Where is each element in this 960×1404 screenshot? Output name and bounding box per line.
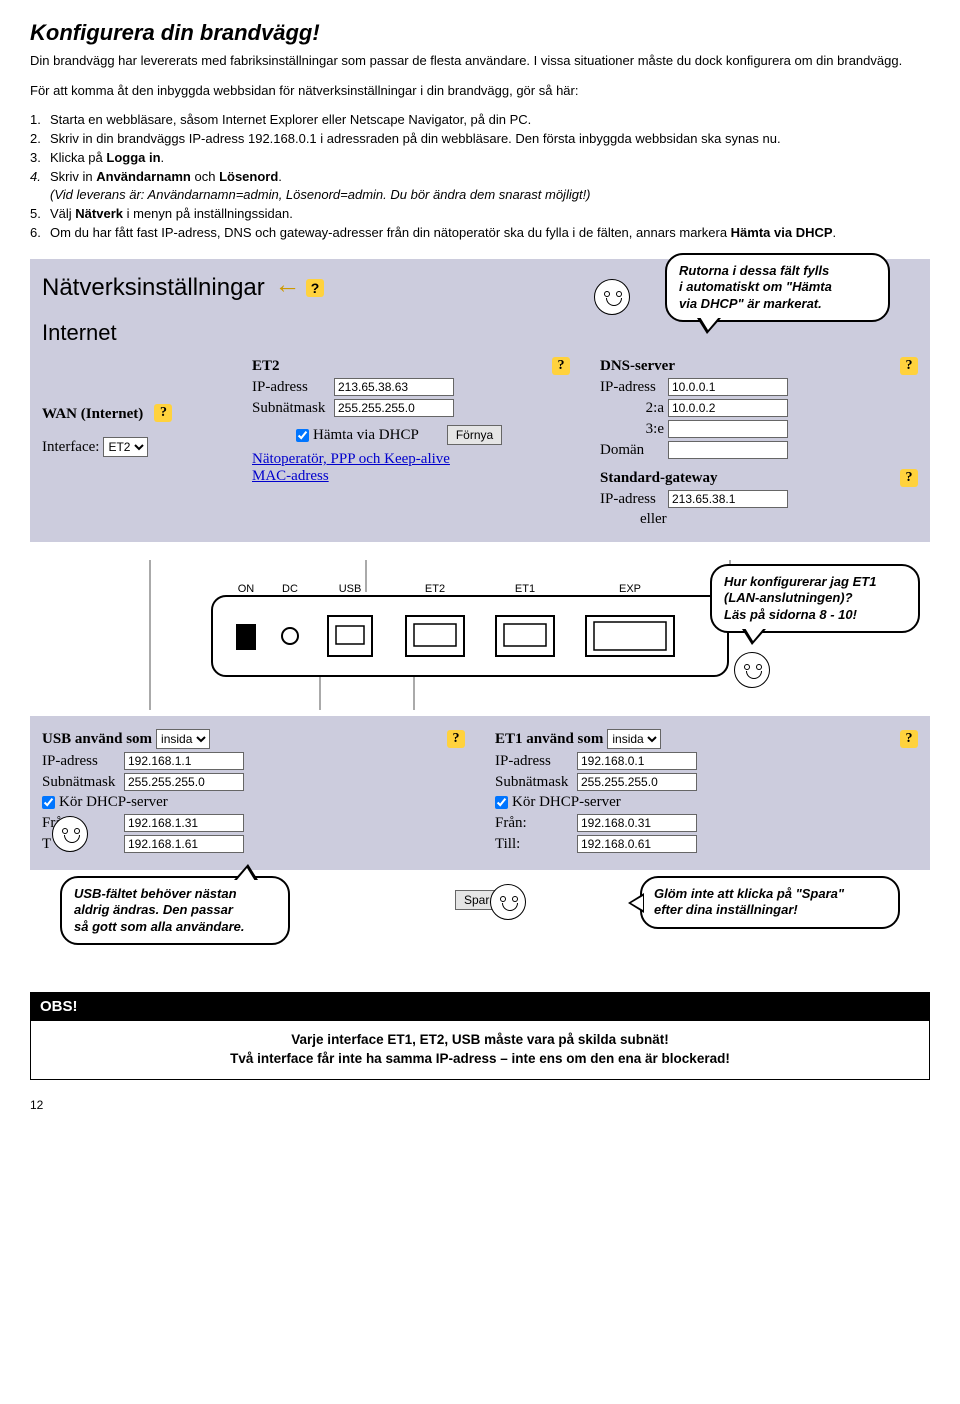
obs-body: Varje interface ET1, ET2, USB måste vara…: [30, 1021, 930, 1080]
et1-from-label: Från:: [495, 815, 573, 832]
et1-head: ET1 använd som: [495, 731, 603, 748]
usb-sub-label: Subnätmask: [42, 774, 120, 791]
et1-ip-label: IP-adress: [495, 753, 573, 770]
usb-sub-input[interactable]: [124, 773, 244, 791]
usb-ip-input[interactable]: [124, 752, 244, 770]
svg-text:ET2: ET2: [425, 583, 445, 595]
face-icon: [734, 652, 770, 688]
step-6a: Om du har fått fast IP-adress, DNS och g…: [50, 225, 731, 240]
page-number: 12: [30, 1098, 930, 1112]
firewall-device-icon: ON DC USB ET2 ET1 EXP: [210, 578, 730, 688]
step-4-note: (Vid leverans är: Användarnamn=admin, Lö…: [50, 187, 591, 202]
step-5c: i menyn på inställningssidan.: [123, 206, 293, 221]
bubble-spara-info: Glöm inte att klicka på "Spara" efter di…: [640, 876, 900, 929]
step-5b: Nätverk: [75, 206, 123, 221]
page-title: Konfigurera din brandvägg!: [30, 20, 930, 46]
dns-head: DNS-server: [600, 358, 675, 375]
dns-2-label: 2:a: [600, 400, 664, 417]
usb-use-select[interactable]: insida: [156, 729, 210, 749]
help-icon[interactable]: ?: [900, 469, 918, 487]
dhcp-label: Hämta via DHCP: [313, 427, 419, 444]
steps-list: 1.Starta en webbläsare, såsom Internet E…: [30, 111, 930, 243]
link-ppp[interactable]: Nätoperatör, PPP och Keep-alive: [252, 451, 450, 467]
help-icon[interactable]: ?: [900, 730, 918, 748]
intro-text-2: För att komma åt den inbyggda webbsidan …: [30, 82, 930, 100]
help-icon[interactable]: ?: [447, 730, 465, 748]
svg-text:EXP: EXP: [619, 583, 641, 595]
help-icon[interactable]: ?: [552, 357, 570, 375]
svg-text:ON: ON: [238, 583, 255, 595]
panel-title: Nätverksinställningar: [42, 274, 265, 302]
dhcp-checkbox[interactable]: [296, 429, 309, 442]
fornya-button[interactable]: Förnya: [447, 425, 502, 445]
interface-select[interactable]: ET2: [103, 437, 148, 457]
face-icon: [594, 279, 630, 315]
usb-et1-panel: USB använd som insida ? IP-adress Subnät…: [30, 716, 930, 870]
step-4b: Användarnamn: [96, 169, 191, 184]
step-1: Starta en webbläsare, såsom Internet Exp…: [50, 112, 531, 127]
network-settings-panel: Nätverksinställningar ← ? Rutorna i dess…: [30, 259, 930, 542]
et2-sub-input[interactable]: [334, 399, 454, 417]
et1-dhcp-label: Kör DHCP-server: [512, 794, 621, 811]
step-4d: Lösenord: [219, 169, 278, 184]
bubble-et1-info: Hur konfigurerar jag ET1 (LAN-anslutning…: [710, 564, 920, 633]
bubble-dhcp-info: Rutorna i dessa fält fylls i automatiskt…: [665, 253, 890, 322]
et1-use-select[interactable]: insida: [607, 729, 661, 749]
obs-title: OBS!: [30, 992, 930, 1021]
link-mac[interactable]: MAC-adress: [252, 468, 329, 484]
face-icon: [490, 884, 526, 920]
step-2: Skriv in din brandväggs IP-adress 192.16…: [50, 131, 781, 146]
svg-text:DC: DC: [282, 583, 298, 595]
dns-ip-input[interactable]: [668, 378, 788, 396]
dns-domain-label: Domän: [600, 442, 664, 459]
svg-text:USB: USB: [339, 583, 362, 595]
step-3a: Klicka på: [50, 150, 106, 165]
usb-dhcp-checkbox[interactable]: [42, 796, 55, 809]
et1-sub-input[interactable]: [577, 773, 697, 791]
dns-2-input[interactable]: [668, 399, 788, 417]
gw-ip-label: IP-adress: [600, 491, 664, 508]
et2-sub-label: Subnätmask: [252, 400, 330, 417]
et1-dhcp-checkbox[interactable]: [495, 796, 508, 809]
gw-eller: eller: [640, 511, 918, 528]
bubble-usb-info: USB-fältet behöver nästan aldrig ändras.…: [60, 876, 290, 945]
usb-ip-label: IP-adress: [42, 753, 120, 770]
face-icon: [52, 816, 88, 852]
step-3b: Logga in: [106, 150, 160, 165]
gw-head: Standard-gateway: [600, 470, 718, 487]
dns-3-input[interactable]: [668, 420, 788, 438]
arrow-left-icon: ←: [274, 269, 300, 299]
usb-from-input[interactable]: [124, 814, 244, 832]
step-4c: och: [191, 169, 219, 184]
et1-from-input[interactable]: [577, 814, 697, 832]
help-icon[interactable]: ?: [900, 357, 918, 375]
dns-domain-input[interactable]: [668, 441, 788, 459]
device-diagram: ON DC USB ET2 ET1 EXP Hur konfigurerar j…: [30, 560, 930, 710]
step-5a: Välj: [50, 206, 75, 221]
et1-to-input[interactable]: [577, 835, 697, 853]
step-6b: Hämta via DHCP: [731, 225, 833, 240]
help-icon[interactable]: ?: [154, 404, 172, 422]
intro-text: Din brandvägg har levererats med fabriks…: [30, 52, 930, 70]
dns-3-label: 3:e: [600, 421, 664, 438]
et1-to-label: Till:: [495, 836, 573, 853]
et2-ip-label: IP-adress: [252, 379, 330, 396]
et2-head: ET2: [252, 358, 280, 375]
step-4a: Skriv in: [50, 169, 96, 184]
interface-label: Interface:: [42, 439, 99, 456]
svg-text:ET1: ET1: [515, 583, 535, 595]
et1-ip-input[interactable]: [577, 752, 697, 770]
usb-dhcp-label: Kör DHCP-server: [59, 794, 168, 811]
usb-head: USB använd som: [42, 731, 152, 748]
internet-label: Internet: [42, 320, 918, 346]
et2-ip-input[interactable]: [334, 378, 454, 396]
usb-to-input[interactable]: [124, 835, 244, 853]
dns-ip-label: IP-adress: [600, 379, 664, 396]
gw-ip-input[interactable]: [668, 490, 788, 508]
wan-label: WAN (Internet): [42, 406, 143, 422]
et1-sub-label: Subnätmask: [495, 774, 573, 791]
help-icon[interactable]: ?: [306, 279, 324, 297]
